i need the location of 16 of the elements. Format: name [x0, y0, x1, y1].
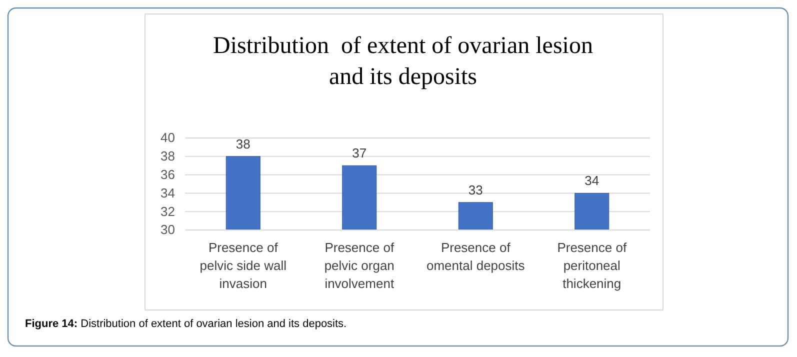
data-label: 37 — [352, 146, 367, 161]
data-label: 34 — [584, 173, 600, 188]
y-tick-label: 32 — [160, 204, 175, 219]
y-tick-label: 30 — [160, 222, 175, 238]
x-tick-label: Presence of pelvic organ involvement — [324, 240, 394, 291]
y-tick-label: 38 — [160, 148, 175, 164]
data-label: 33 — [468, 182, 483, 198]
x-tick-label: Presence of peritoneal thickening — [557, 240, 627, 291]
y-tick-label: 40 — [160, 130, 175, 146]
chart-title: Distribution of extent of ovarian lesion and its deposits — [213, 33, 593, 90]
y-tick-label: 34 — [160, 185, 175, 200]
y-tick-label: 36 — [160, 166, 175, 182]
x-tick-label: Presence of omental deposits — [426, 240, 526, 273]
caption: Figure 14: Distribution of extent of ovarian lesion and its deposits. — [25, 318, 347, 330]
data-label: 38 — [236, 136, 250, 152]
x-tick-label: Presence of pelvic side wall invasion — [200, 240, 287, 291]
